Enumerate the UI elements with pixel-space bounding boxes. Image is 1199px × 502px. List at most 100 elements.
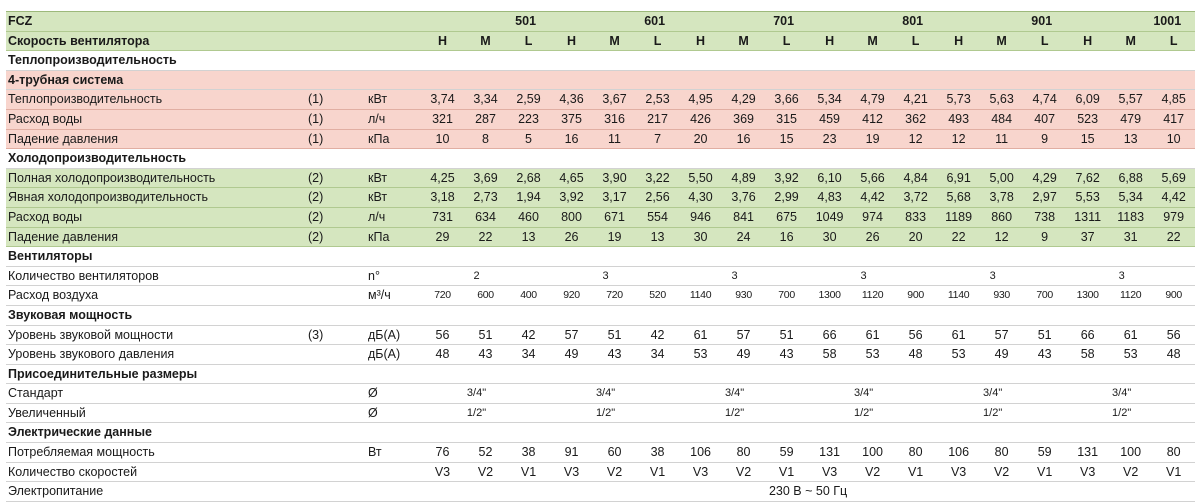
row-label: Расход воды: [6, 207, 308, 228]
value-cell: 930: [980, 285, 1024, 306]
blank: [308, 11, 368, 32]
value-cell: V3: [937, 462, 981, 483]
value-cell: 4,89: [722, 168, 766, 189]
value-cell: 4,36: [550, 89, 594, 110]
value-cell: 26: [851, 227, 895, 248]
value-cell: 106: [937, 442, 981, 463]
row-label: Расход воды: [6, 109, 308, 130]
value-cell: 720: [593, 285, 637, 306]
value-cell: 5,00: [980, 168, 1024, 189]
blank: [308, 31, 368, 52]
spec-table: FCZ 501 601 701 801 901 1001 Скорость вентилято…: [6, 11, 1196, 502]
speed-code: M: [722, 31, 766, 52]
value-cell: 15: [765, 129, 809, 150]
value-cell: 3,76: [722, 187, 766, 208]
value-cell: 3,18: [421, 187, 464, 208]
supply-row: Электропитание 230 В ~ 50 Гц: [6, 481, 1196, 502]
row-label: Падение давления: [6, 129, 308, 150]
section-title: Вентиляторы: [6, 246, 1196, 267]
value-cell: 3,74: [421, 89, 464, 110]
value-cell: 34: [507, 344, 551, 365]
group-value-cell: 1/2": [937, 403, 1067, 424]
value-cell: 3,22: [636, 168, 680, 189]
value-cell: 554: [636, 207, 680, 228]
value-cell: 3,69: [464, 168, 507, 189]
value-cell: 13: [507, 227, 551, 248]
value-cell: 11: [593, 129, 637, 150]
value-cell: 4,84: [894, 168, 938, 189]
row-ref: (2): [308, 168, 368, 189]
speed-code: M: [851, 31, 895, 52]
sound-row: Уровень звукового давления дБ(A) 48 43 34 49 4…: [6, 344, 1196, 365]
heating-row: Расход воды (1) л/ч 321 287 223 375 316 217 426 36…: [6, 109, 1196, 130]
value-cell: 16: [765, 227, 809, 248]
value-cell: 43: [593, 344, 637, 365]
speed-code: H: [937, 31, 981, 52]
section-title: 4-трубная система: [6, 70, 1196, 91]
group-value-cell: 3/4": [1066, 383, 1196, 404]
speed-code: H: [679, 31, 723, 52]
value-cell: 52: [464, 442, 507, 463]
value-cell: 61: [679, 325, 723, 346]
speed-code: M: [980, 31, 1024, 52]
value-cell: 48: [1152, 344, 1196, 365]
value-cell: 5,73: [937, 89, 981, 110]
value-cell: 1140: [937, 285, 981, 306]
value-cell: 4,29: [722, 89, 766, 110]
value-cell: 38: [636, 442, 680, 463]
value-cell: 920: [550, 285, 594, 306]
value-cell: 3,34: [464, 89, 507, 110]
value-cell: 700: [765, 285, 809, 306]
value-cell: 49: [980, 344, 1024, 365]
value-cell: 2,53: [636, 89, 680, 110]
section-title: Холодопроизводительность: [6, 148, 1196, 169]
value-cell: 20: [894, 227, 938, 248]
value-cell: 80: [894, 442, 938, 463]
value-cell: 22: [937, 227, 981, 248]
heating-row: Теплопроизводительность (1) кВт 3,74 3,34 2,5…: [6, 89, 1196, 110]
value-cell: 6,91: [937, 168, 981, 189]
fans-section: Вентиляторы: [6, 246, 1196, 267]
speed-code: M: [593, 31, 637, 52]
value-cell: 2,99: [765, 187, 809, 208]
value-cell: 6,88: [1109, 168, 1153, 189]
value-cell: 1311: [1066, 207, 1110, 228]
speed-code: H: [1066, 31, 1110, 52]
row-ref: (3): [308, 325, 368, 346]
value-cell: 4,65: [550, 168, 594, 189]
group-value-cell: 3/4": [937, 383, 1067, 404]
value-cell: 2,73: [464, 187, 507, 208]
value-cell: 4,85: [1152, 89, 1196, 110]
value-cell: 12: [980, 227, 1024, 248]
value-cell: V2: [1109, 462, 1153, 483]
row-unit: Ø: [368, 383, 421, 404]
value-cell: 23: [808, 129, 852, 150]
value-cell: 321: [421, 109, 464, 130]
group-value-cell: 3/4": [421, 383, 551, 404]
speed-code: H: [421, 31, 464, 52]
value-cell: V3: [808, 462, 852, 483]
value-cell: 30: [679, 227, 723, 248]
value-cell: 3,90: [593, 168, 637, 189]
sound-row: Уровень звуковой мощности (3) дБ(A) 56 51 42 5…: [6, 325, 1196, 346]
value-cell: 5,34: [1109, 187, 1153, 208]
row-unit: кПа: [368, 129, 421, 150]
value-cell: 80: [980, 442, 1024, 463]
value-cell: 66: [1066, 325, 1110, 346]
value-cell: 2,56: [636, 187, 680, 208]
value-cell: 675: [765, 207, 809, 228]
value-cell: 16: [722, 129, 766, 150]
value-cell: 412: [851, 109, 895, 130]
value-cell: 1,94: [507, 187, 551, 208]
value-cell: 523: [1066, 109, 1110, 130]
value-cell: 5,69: [1152, 168, 1196, 189]
value-cell: V2: [464, 462, 507, 483]
value-cell: 91: [550, 442, 594, 463]
value-cell: 3,17: [593, 187, 637, 208]
row-unit: [368, 462, 421, 483]
speed-code: L: [1152, 31, 1196, 52]
speed-code: M: [464, 31, 507, 52]
value-cell: 460: [507, 207, 551, 228]
value-cell: 6,09: [1066, 89, 1110, 110]
value-cell: V1: [636, 462, 680, 483]
